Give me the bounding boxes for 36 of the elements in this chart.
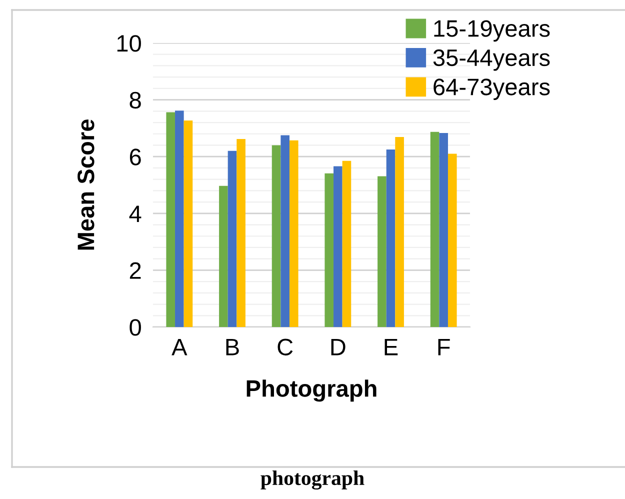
x-axis-title: Photograph: [246, 380, 376, 402]
bar: [395, 137, 404, 327]
bar: [334, 166, 342, 327]
bar: [342, 160, 352, 327]
y-tick-label: 8: [130, 92, 141, 109]
legend-label: 64-73years: [434, 78, 550, 100]
bar: [184, 120, 193, 327]
x-tick-label: D: [331, 338, 346, 356]
y-tick-label: 4: [129, 206, 142, 222]
bar: [386, 150, 396, 327]
bar: [219, 186, 228, 327]
y-tick-label: 0: [130, 319, 141, 336]
text: photograph: [260, 470, 364, 490]
x-tick-label: E: [384, 338, 398, 356]
bar: [430, 132, 440, 327]
bar: [272, 145, 281, 327]
x-tick-label: A: [172, 338, 188, 356]
x-tick-label: C: [278, 338, 293, 356]
legend-label: 35-44years: [433, 49, 550, 71]
y-tick-label: 10: [117, 35, 141, 52]
y-tick-label: 6: [130, 148, 141, 166]
bar: [324, 173, 334, 327]
x-tick-label: F: [438, 338, 450, 356]
bar: [289, 140, 298, 327]
bar: [228, 150, 237, 327]
legend-label: 15-19years: [434, 20, 550, 42]
y-axis-title: Mean Score: [78, 120, 94, 250]
bar: [236, 138, 246, 327]
bar: [378, 176, 386, 327]
bar: [280, 135, 290, 327]
bar: [166, 112, 176, 327]
bar: [448, 154, 457, 327]
y-tick-label: 2: [130, 262, 141, 279]
bar: [439, 133, 448, 327]
x-tick-label: B: [226, 338, 239, 356]
bar: [175, 110, 184, 327]
